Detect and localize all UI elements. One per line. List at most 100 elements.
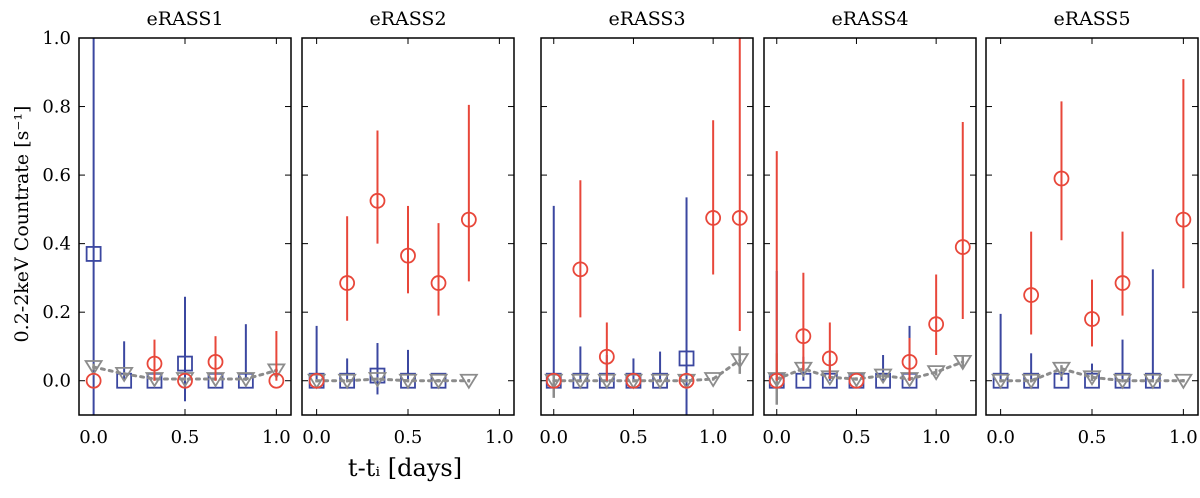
x-tick-label: 0.0 — [762, 427, 791, 448]
plot-area — [84, 38, 286, 415]
panel-erass1: eRASS1 0.0 0.5 1.0 0.0 0.2 0.4 0.6 0.8 1.0 — [42, 8, 292, 448]
red-circle-point — [848, 372, 865, 389]
gray-triangle-point — [623, 373, 644, 390]
red-circle-point — [625, 372, 642, 389]
panel-erass4: eRASS4 0.0 0.5 1.0 — [762, 8, 977, 448]
y-tick-label: 0.8 — [42, 97, 71, 118]
x-tick-label: 0.0 — [986, 427, 1015, 448]
y-tick-label: 0.2 — [42, 302, 71, 323]
red-circle-point — [146, 355, 163, 372]
x-tick-label: 0.5 — [171, 427, 200, 448]
gray-triangle-point — [650, 373, 670, 390]
y-tick-label: 0.6 — [42, 165, 71, 186]
red-circle-point — [268, 372, 285, 389]
x-tick-label: 0.0 — [79, 427, 108, 448]
gray-triangle-point — [1173, 373, 1193, 390]
x-tick-label: 1.0 — [922, 427, 951, 448]
red-circle-point — [1084, 311, 1100, 327]
blue-square-point — [678, 350, 695, 367]
y-axis-label: 0.2-2keV Countrate [s⁻¹] — [11, 106, 33, 343]
gray-triangle-point — [544, 373, 564, 390]
x-tick-label: 1.0 — [699, 427, 728, 448]
red-circle-point — [369, 192, 386, 209]
gray-triangle-point — [367, 372, 388, 388]
red-circle-point — [1114, 275, 1131, 291]
panel-erass2: eRASS2 0.0 0.5 1.0 — [301, 8, 515, 448]
gray-triangle-point — [1082, 370, 1102, 387]
gray-triangle-point — [114, 366, 134, 383]
panel-title: eRASS5 — [1053, 8, 1130, 30]
plot-area — [307, 104, 479, 395]
x-tick-label: 0.5 — [842, 427, 871, 448]
blue-square-point — [1084, 372, 1100, 389]
x-tick-label: 0.5 — [619, 427, 648, 448]
panel-erass5: eRASS5 0.0 0.5 1.0 — [985, 8, 1199, 448]
panel-title: eRASS1 — [146, 8, 223, 30]
gray-triangle-point — [1021, 373, 1041, 390]
gray-triangle-point — [1143, 373, 1163, 390]
red-circle-point — [795, 328, 812, 345]
gray-triangle-point — [428, 373, 449, 390]
red-circle-point — [430, 275, 447, 291]
red-circle-point — [901, 353, 918, 370]
red-circle-point — [1175, 211, 1192, 228]
red-circle-point — [207, 353, 224, 370]
plot-area — [767, 121, 973, 405]
blue-square-point — [85, 246, 102, 262]
blue-square-point — [795, 372, 812, 389]
panel-frame — [540, 37, 754, 416]
gray-triangle-point — [873, 368, 893, 385]
red-circle-point — [400, 247, 416, 264]
x-axis-label: t-tᵢ [days] — [348, 454, 462, 482]
gray-triangle-point — [570, 373, 590, 390]
blue-square-point — [1053, 372, 1070, 389]
panel-erass3: eRASS3 0.0 0.5 1.0 — [539, 8, 754, 448]
panel-frame — [301, 37, 515, 416]
red-circle-point — [705, 210, 722, 226]
plot-area — [991, 79, 1193, 390]
x-tick-label: 0.5 — [1078, 427, 1107, 448]
y-tick-label: 0.0 — [42, 371, 71, 392]
gray-triangle-point — [953, 354, 973, 371]
blue-square-point — [177, 355, 193, 372]
panel-frame — [763, 37, 977, 416]
gray-triangle-point — [1112, 373, 1133, 390]
red-circle-point — [572, 261, 589, 278]
red-circle-point — [598, 348, 615, 365]
gray-triangle-point — [1051, 361, 1072, 378]
x-tick-label: 0.5 — [394, 427, 423, 448]
red-circle-point — [954, 239, 971, 255]
red-circle-point — [545, 372, 562, 389]
red-circle-point — [460, 211, 477, 228]
red-circle-point — [85, 372, 102, 389]
gray-triangle-point — [703, 372, 723, 388]
gray-triangle-point — [398, 373, 418, 390]
red-circle-point — [1053, 170, 1070, 187]
x-tick-label: 1.0 — [1169, 427, 1198, 448]
gray-triangle-point — [84, 360, 104, 376]
red-circle-point — [1023, 287, 1040, 303]
panel-title: eRASS3 — [608, 8, 685, 30]
panels-group: eRASS1 0.0 0.5 1.0 0.0 0.2 0.4 0.6 0.8 1.0 eRASS2 0… — [42, 8, 1199, 448]
x-tick-label: 0.0 — [302, 427, 331, 448]
red-circle-point — [768, 372, 785, 389]
x-tick-label: 1.0 — [485, 427, 514, 448]
red-circle-point — [928, 316, 945, 333]
red-circle-point — [308, 372, 325, 389]
panel-frame — [985, 37, 1199, 416]
red-circle-point — [731, 210, 748, 226]
gray-triangle-point — [459, 373, 479, 390]
gray-triangle-point — [236, 372, 256, 388]
x-tick-label: 0.0 — [539, 427, 568, 448]
red-circle-point — [339, 275, 356, 291]
gray-triangle-point — [307, 373, 327, 390]
red-circle-point — [678, 372, 695, 389]
x-tick-label: 1.0 — [262, 427, 291, 448]
gray-triangle-point — [337, 373, 357, 390]
panel-frame — [78, 37, 292, 416]
gray-triangle-point — [730, 353, 750, 369]
red-circle-point — [821, 350, 838, 367]
gray-triangle-point — [991, 373, 1011, 390]
